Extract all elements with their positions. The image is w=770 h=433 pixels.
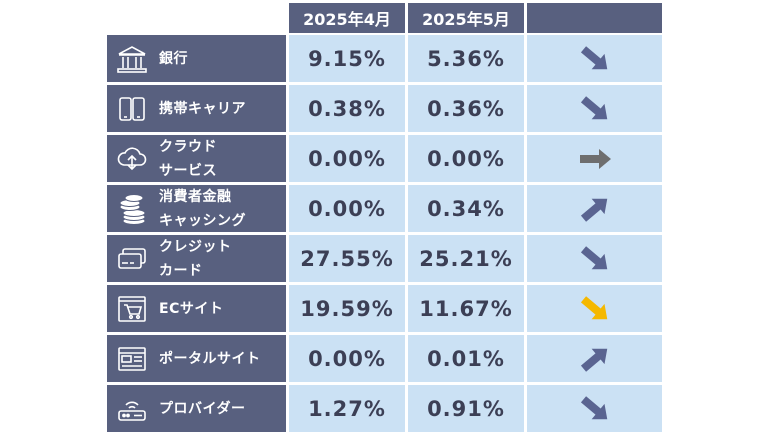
header-2025-april: 2025年4月 xyxy=(289,3,405,33)
value-april: 19.59% xyxy=(289,285,405,332)
row-label: 消費者金融 キャッシング xyxy=(159,188,246,229)
table-row-portal-site: ポータルサイト 0.00% 0.01% xyxy=(107,335,662,382)
smartphone-icon xyxy=(115,92,149,126)
value-april: 9.15% xyxy=(289,35,405,82)
trend-up-arrow-icon xyxy=(527,185,662,232)
row-label-cell: ポータルサイト xyxy=(107,335,286,382)
value-april: 27.55% xyxy=(289,235,405,282)
table-row-credit-card: クレジット カード 27.55% 25.21% xyxy=(107,235,662,282)
row-label-cell: ECサイト xyxy=(107,285,286,332)
table-row-cloud-service: クラウド サービス 0.00% 0.00% xyxy=(107,135,662,182)
row-label-cell: 銀行 xyxy=(107,35,286,82)
row-label-cell: クラウド サービス xyxy=(107,135,286,182)
row-label-cell: プロバイダー xyxy=(107,385,286,432)
table-row-consumer-finance: 消費者金融 キャッシング 0.00% 0.34% xyxy=(107,185,662,232)
value-april: 0.00% xyxy=(289,135,405,182)
row-label-cell: クレジット カード xyxy=(107,235,286,282)
trend-down-arrow-icon xyxy=(527,235,662,282)
value-april: 0.00% xyxy=(289,335,405,382)
trend-down-arrow-icon xyxy=(527,285,662,332)
table-row-ec-site: ECサイト 19.59% 11.67% xyxy=(107,285,662,332)
shopping-cart-icon xyxy=(115,292,149,326)
value-april: 1.27% xyxy=(289,385,405,432)
credit-card-icon xyxy=(115,242,149,276)
row-label-cell: 携帯キャリア xyxy=(107,85,286,132)
router-icon xyxy=(115,392,149,426)
value-may: 0.00% xyxy=(408,135,524,182)
header-trend xyxy=(527,3,662,33)
row-label: 携帯キャリア xyxy=(159,100,246,117)
trend-down-arrow-icon xyxy=(527,385,662,432)
trend-flat-arrow-icon xyxy=(527,135,662,182)
value-may: 0.36% xyxy=(408,85,524,132)
trend-up-arrow-icon xyxy=(527,335,662,382)
trend-down-arrow-icon xyxy=(527,35,662,82)
row-label: ECサイト xyxy=(159,300,224,317)
value-may: 0.91% xyxy=(408,385,524,432)
cloud-icon xyxy=(115,142,149,176)
trend-down-arrow-icon xyxy=(527,85,662,132)
coins-icon xyxy=(115,192,149,226)
value-may: 0.01% xyxy=(408,335,524,382)
value-april: 0.00% xyxy=(289,185,405,232)
table-row-bank: 銀行 9.15% 5.36% xyxy=(107,35,662,82)
value-may: 25.21% xyxy=(408,235,524,282)
value-may: 5.36% xyxy=(408,35,524,82)
value-may: 11.67% xyxy=(408,285,524,332)
table-row-provider: プロバイダー 1.27% 0.91% xyxy=(107,385,662,432)
row-label: クラウド サービス xyxy=(159,138,217,179)
table-row-mobile-carrier: 携帯キャリア 0.38% 0.36% xyxy=(107,85,662,132)
bank-icon xyxy=(115,42,149,76)
value-may: 0.34% xyxy=(408,185,524,232)
row-label-cell: 消費者金融 キャッシング xyxy=(107,185,286,232)
row-label: 銀行 xyxy=(159,50,188,67)
row-label: ポータルサイト xyxy=(159,350,261,367)
value-april: 0.38% xyxy=(289,85,405,132)
row-label: クレジット カード xyxy=(159,238,232,279)
web-portal-icon xyxy=(115,342,149,376)
header-2025-may: 2025年5月 xyxy=(408,3,524,33)
row-label: プロバイダー xyxy=(159,400,246,417)
